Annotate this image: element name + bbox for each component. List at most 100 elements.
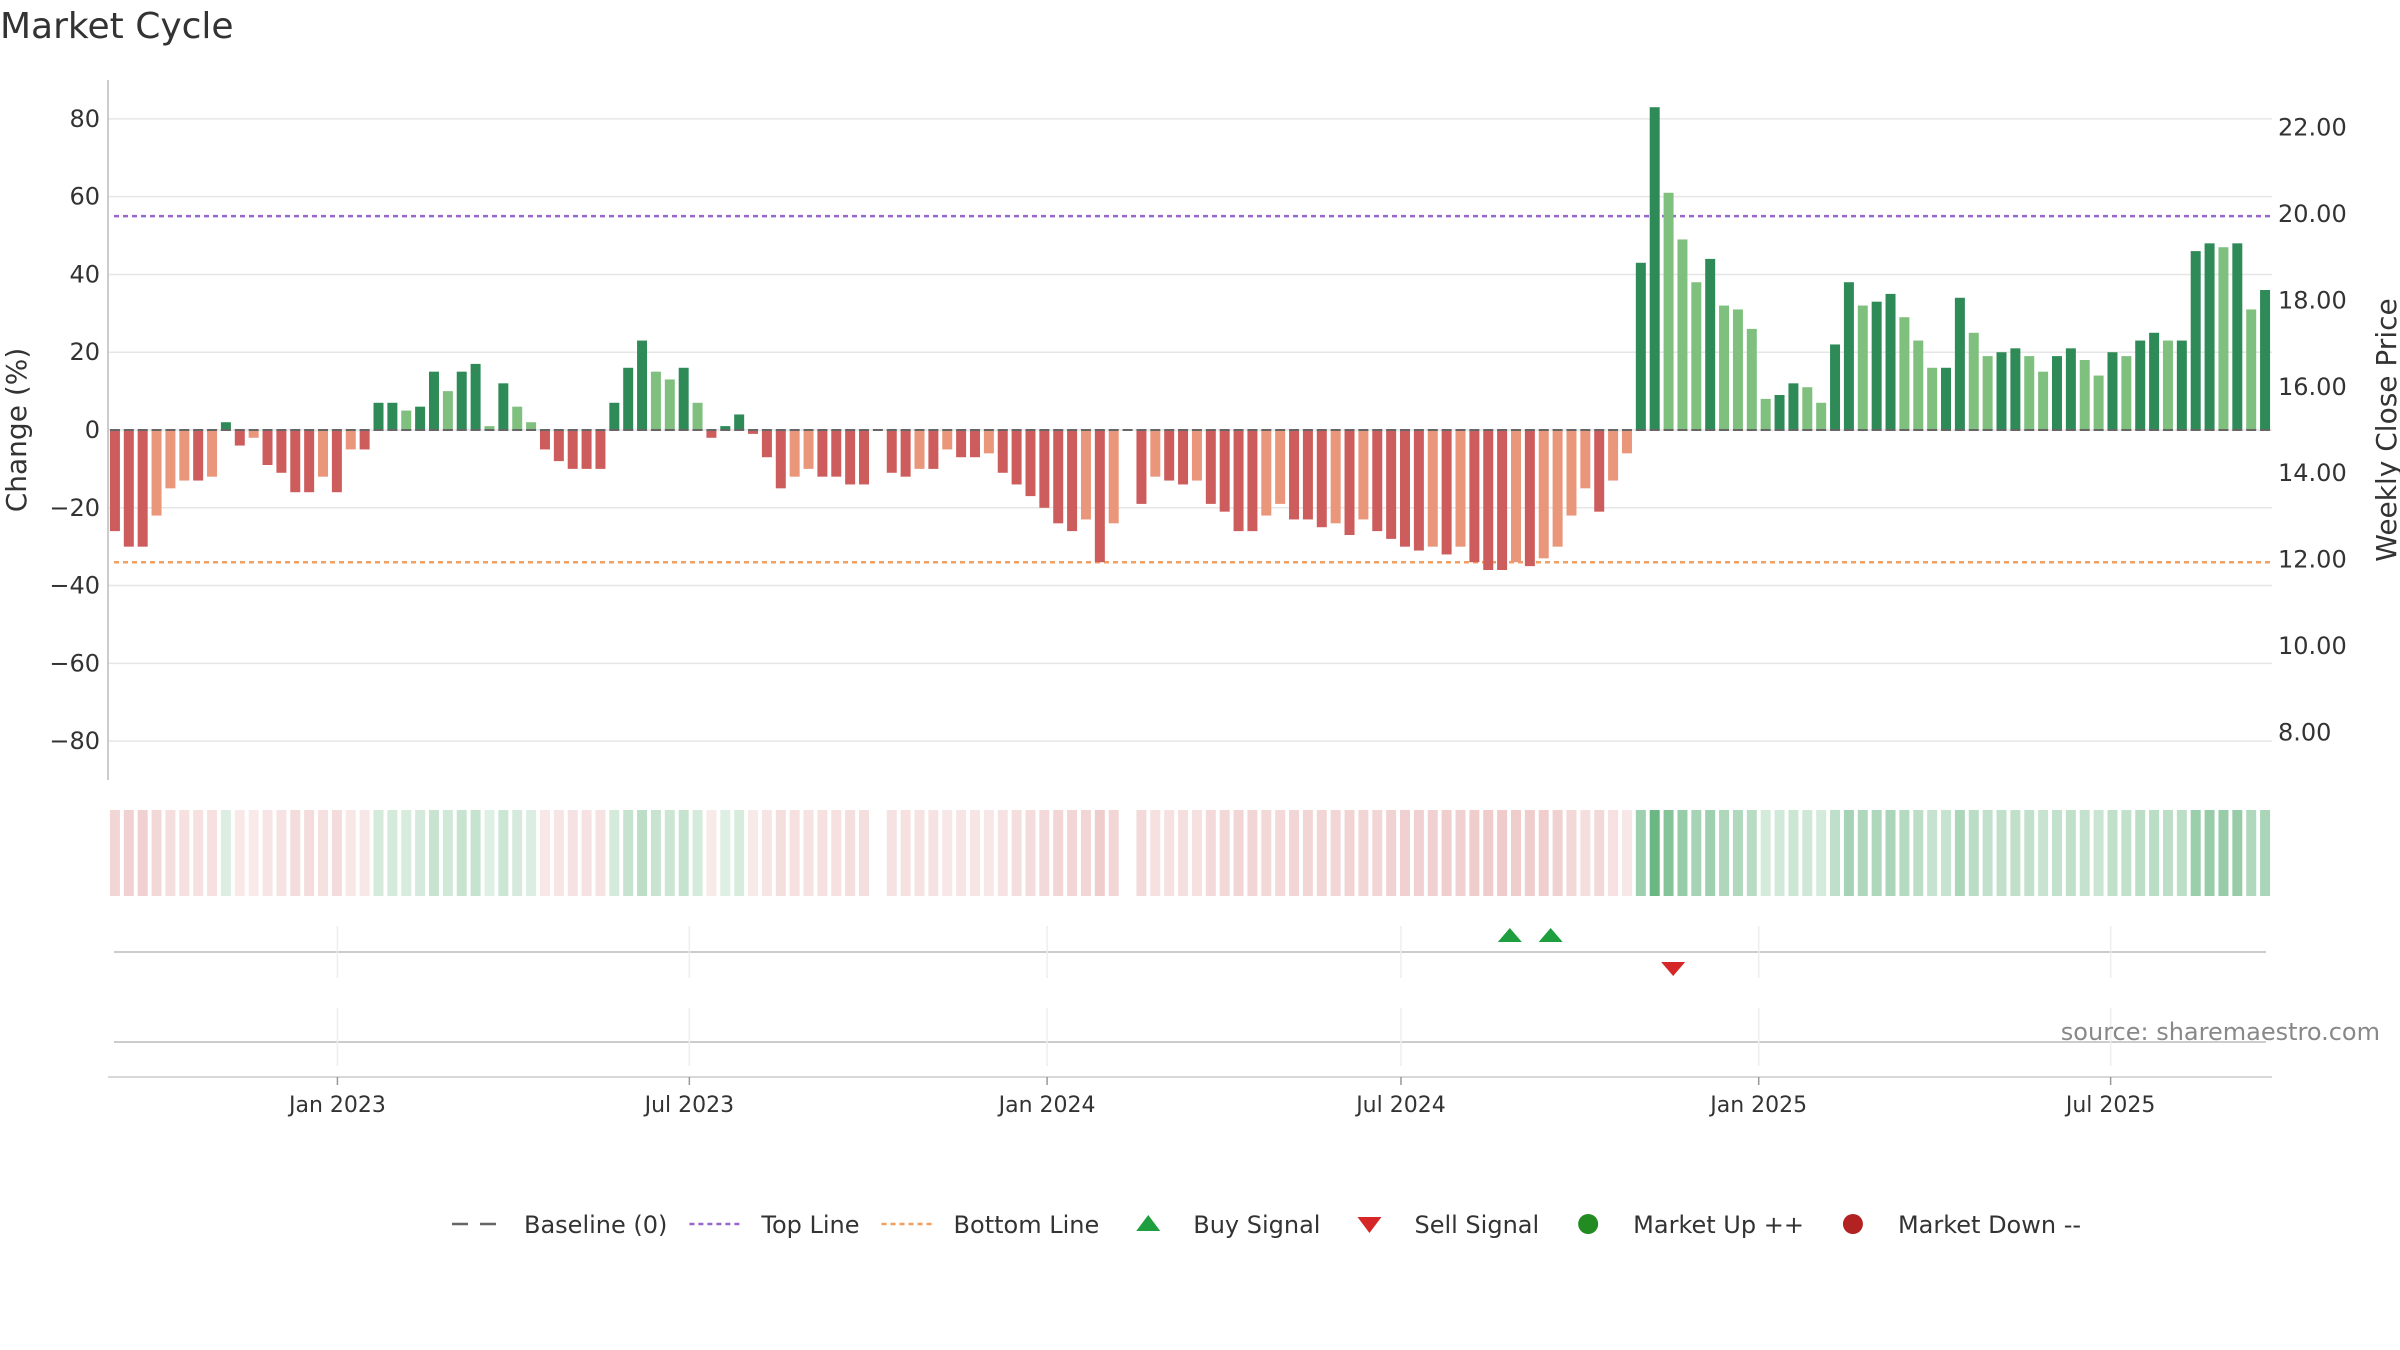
heat-cell	[1427, 810, 1438, 896]
heat-cell	[2051, 810, 2062, 896]
change-bar	[1372, 430, 1383, 532]
heat-cell	[1871, 810, 1882, 896]
change-bar	[1344, 430, 1355, 535]
change-bar	[734, 414, 745, 430]
heat-cell	[1316, 810, 1327, 896]
change-bar	[2065, 348, 2076, 430]
heat-cell	[1080, 810, 1091, 896]
change-bar	[2107, 352, 2118, 430]
change-bar	[276, 430, 287, 473]
change-bar	[817, 430, 828, 477]
heat-cell	[1150, 810, 1161, 896]
change-bar	[234, 430, 245, 446]
change-bar	[1247, 430, 1258, 532]
change-bar	[1621, 430, 1632, 454]
heat-cell	[428, 810, 439, 896]
heat-cell	[928, 810, 939, 896]
change-bar	[2093, 375, 2104, 430]
heat-cell	[803, 810, 814, 896]
heat-cell	[1816, 810, 1827, 896]
change-bar	[775, 430, 786, 489]
heat-cell	[2260, 810, 2271, 896]
legend-symbol-buy	[1136, 1215, 1161, 1231]
heat-cell	[609, 810, 620, 896]
heat-cell	[1191, 810, 1202, 896]
y-tick-label: 20	[69, 338, 100, 366]
change-bar	[1635, 262, 1646, 430]
legend-symbol-sell	[1357, 1217, 1382, 1233]
heat-cell	[1011, 810, 1022, 896]
x-tick-label: Jan 2024	[997, 1093, 1096, 1118]
heat-cell	[1358, 810, 1369, 896]
heat-cell	[1830, 810, 1841, 896]
change-bar	[415, 406, 426, 430]
change-bar	[290, 430, 301, 493]
heat-cell	[1178, 810, 1189, 896]
change-bar	[1053, 430, 1064, 524]
change-bar	[1594, 430, 1605, 512]
heat-cell	[1691, 810, 1702, 896]
y2-tick-label: 10.00	[2278, 632, 2347, 660]
change-bar	[900, 430, 911, 477]
change-bar	[1302, 430, 1313, 520]
y2-tick-label: 16.00	[2278, 373, 2347, 401]
change-bar	[942, 430, 953, 450]
legend-label: Top Line	[760, 1211, 859, 1239]
y2-tick-label: 12.00	[2278, 546, 2347, 574]
legend-item-top: Top Line	[689, 1211, 860, 1239]
heat-cell	[942, 810, 953, 896]
heat-cell	[498, 810, 509, 896]
heat-cell	[1039, 810, 1050, 896]
change-bar	[137, 430, 148, 547]
heat-cell	[456, 810, 467, 896]
change-bar	[983, 430, 994, 454]
heat-cell	[484, 810, 495, 896]
change-bar	[2162, 340, 2173, 430]
change-bar	[997, 430, 1008, 473]
heat-cell	[1857, 810, 1868, 896]
y2-tick-label: 20.00	[2278, 200, 2347, 228]
heat-cell	[2010, 810, 2021, 896]
heat-cell	[1663, 810, 1674, 896]
change-bar	[193, 430, 204, 481]
change-bar	[956, 430, 967, 458]
change-bar	[1427, 430, 1438, 547]
change-bar	[1774, 395, 1785, 430]
change-bar	[845, 430, 856, 485]
signal-panel	[114, 926, 2266, 1066]
heat-cell	[734, 810, 745, 896]
heat-cell	[2079, 810, 2090, 896]
change-bar	[969, 430, 980, 458]
change-bar	[789, 430, 800, 477]
legend-item-baseline: Baseline (0)	[452, 1211, 667, 1239]
change-bar	[2246, 309, 2257, 430]
change-bar	[442, 391, 453, 430]
heat-cell	[1913, 810, 1924, 896]
y-axis-label: Change (%)	[0, 348, 33, 513]
heat-cell	[1954, 810, 1965, 896]
heat-cell	[2204, 810, 2215, 896]
heat-cell	[539, 810, 550, 896]
change-bar	[678, 367, 689, 430]
heat-cell	[761, 810, 772, 896]
y2-tick-label: 14.00	[2278, 459, 2347, 487]
heat-cell	[650, 810, 661, 896]
change-bar	[1552, 430, 1563, 547]
heat-cell	[1275, 810, 1286, 896]
change-bar	[1608, 430, 1619, 481]
heat-cell	[373, 810, 384, 896]
heat-cell	[248, 810, 259, 896]
change-bar	[1927, 367, 1938, 430]
change-bar	[318, 430, 329, 477]
heat-cell	[234, 810, 245, 896]
change-bar	[1719, 305, 1730, 430]
change-bar	[304, 430, 315, 493]
change-bar	[1011, 430, 1022, 485]
change-bar	[1857, 305, 1868, 430]
y2-tick-label: 8.00	[2278, 718, 2331, 746]
change-bar	[1094, 430, 1105, 563]
heat-cell	[1802, 810, 1813, 896]
heat-cell	[193, 810, 204, 896]
heat-cell	[748, 810, 759, 896]
